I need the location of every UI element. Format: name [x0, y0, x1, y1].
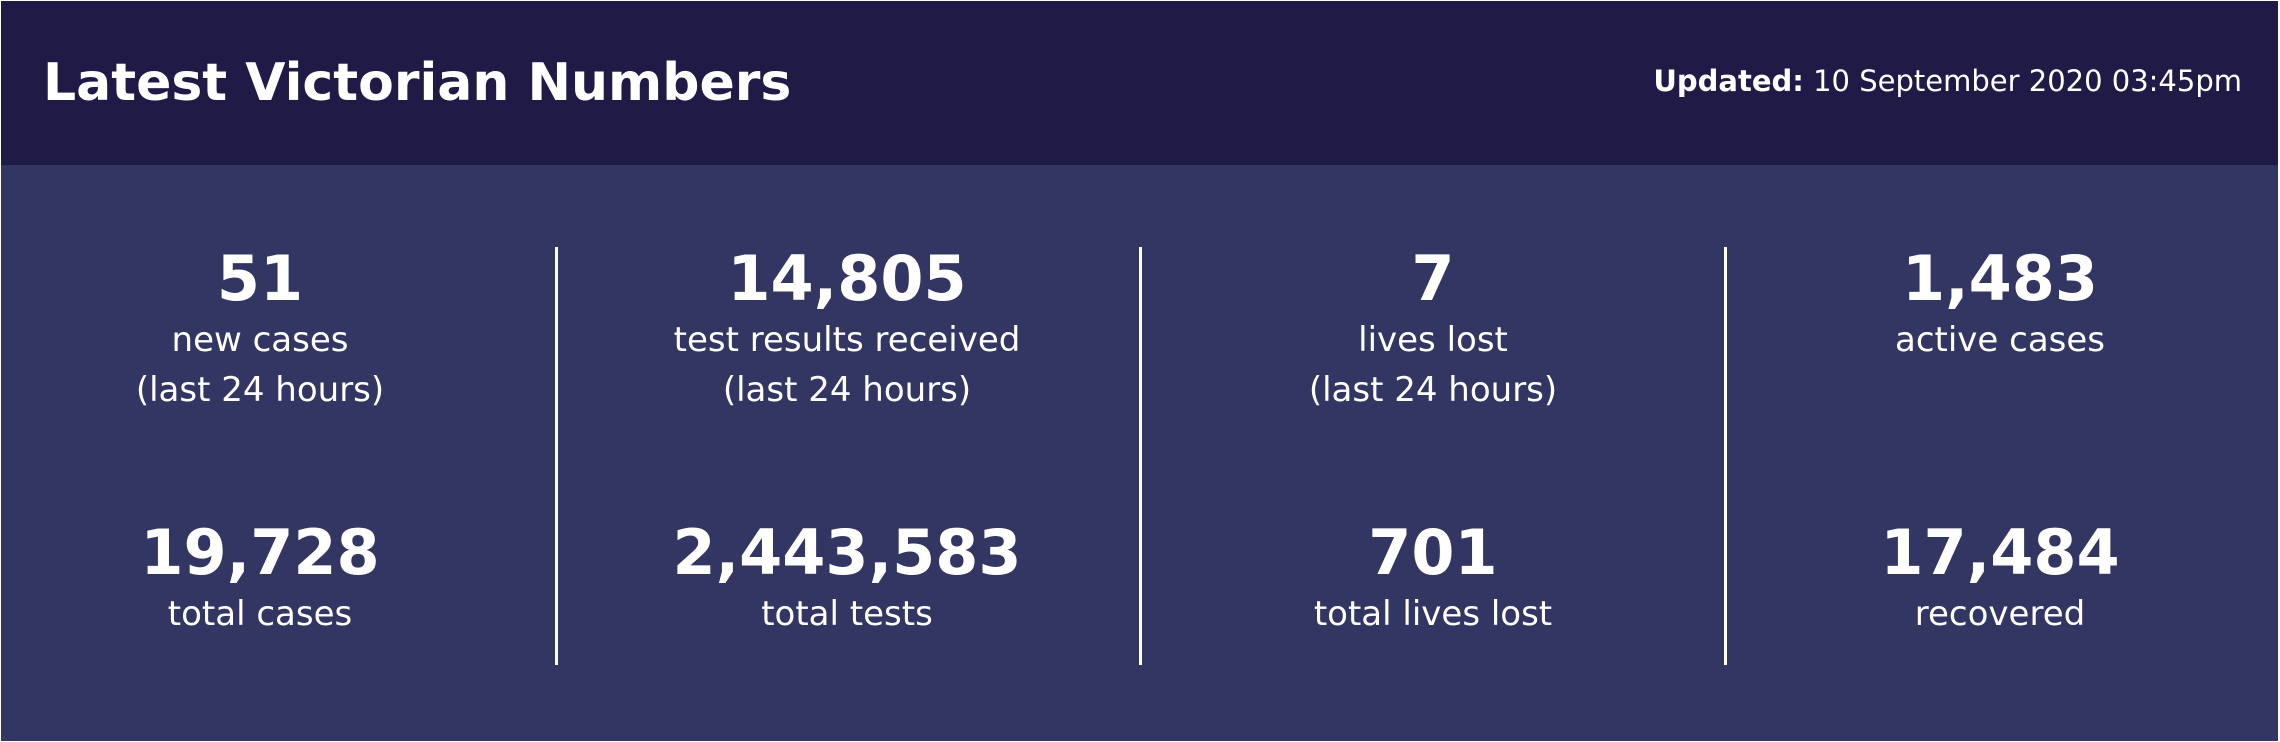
stat-sublabel: (last 24 hours) — [135, 370, 385, 410]
stat-sublabel: (last 24 hours) — [722, 370, 972, 410]
stat-value: 51 — [216, 242, 304, 315]
page-title: Latest Victorian Numbers — [43, 53, 792, 113]
stat-value: 17,484 — [1880, 516, 2120, 589]
stat-test-results: 14,805 test results received (last 24 ho… — [554, 243, 1140, 415]
stat-column-lives-lost: 7 lives lost (last 24 hours) 701 total l… — [1140, 165, 1726, 741]
column-divider — [555, 247, 558, 665]
stat-recovered: 17,484 recovered — [1707, 517, 2278, 639]
stat-active-cases: 1,483 active cases — [1707, 243, 2278, 365]
stat-label: total cases — [167, 594, 353, 634]
stat-total-lives-lost: 701 total lives lost — [1140, 517, 1726, 639]
stat-label: new cases — [171, 320, 349, 360]
stat-label: test results received — [673, 320, 1021, 360]
stat-value: 7 — [1411, 242, 1455, 315]
updated-value: 10 September 2020 03:45pm — [1803, 64, 2242, 98]
stat-value: 14,805 — [727, 242, 967, 315]
stat-lives-lost: 7 lives lost (last 24 hours) — [1140, 243, 1726, 415]
stat-label: total tests — [761, 594, 933, 634]
column-divider — [1724, 247, 1727, 665]
stat-new-cases: 51 new cases (last 24 hours) — [1, 243, 553, 415]
panel-header: Latest Victorian Numbers Updated: 10 Sep… — [1, 1, 2278, 165]
stat-total-cases: 19,728 total cases — [1, 517, 553, 639]
stat-column-active: 1,483 active cases 17,484 recovered — [1707, 165, 2278, 741]
stat-total-tests: 2,443,583 total tests — [554, 517, 1140, 639]
stat-label: total lives lost — [1313, 594, 1553, 634]
stat-label: active cases — [1894, 320, 2106, 360]
updated-label: Updated: — [1653, 64, 1804, 98]
stat-value: 2,443,583 — [672, 516, 1022, 589]
stat-column-cases: 51 new cases (last 24 hours) 19,728 tota… — [1, 165, 553, 741]
stat-column-tests: 14,805 test results received (last 24 ho… — [554, 165, 1140, 741]
stat-label: recovered — [1914, 594, 2086, 634]
stat-value: 1,483 — [1901, 242, 2099, 315]
stat-value: 701 — [1368, 516, 1498, 589]
column-divider — [1139, 247, 1142, 665]
stat-label: lives lost — [1358, 320, 1508, 360]
stat-sublabel: (last 24 hours) — [1308, 370, 1558, 410]
updated-timestamp: Updated: 10 September 2020 03:45pm — [1653, 63, 2242, 99]
stat-value: 19,728 — [140, 516, 380, 589]
stats-grid: 51 new cases (last 24 hours) 19,728 tota… — [1, 165, 2278, 741]
